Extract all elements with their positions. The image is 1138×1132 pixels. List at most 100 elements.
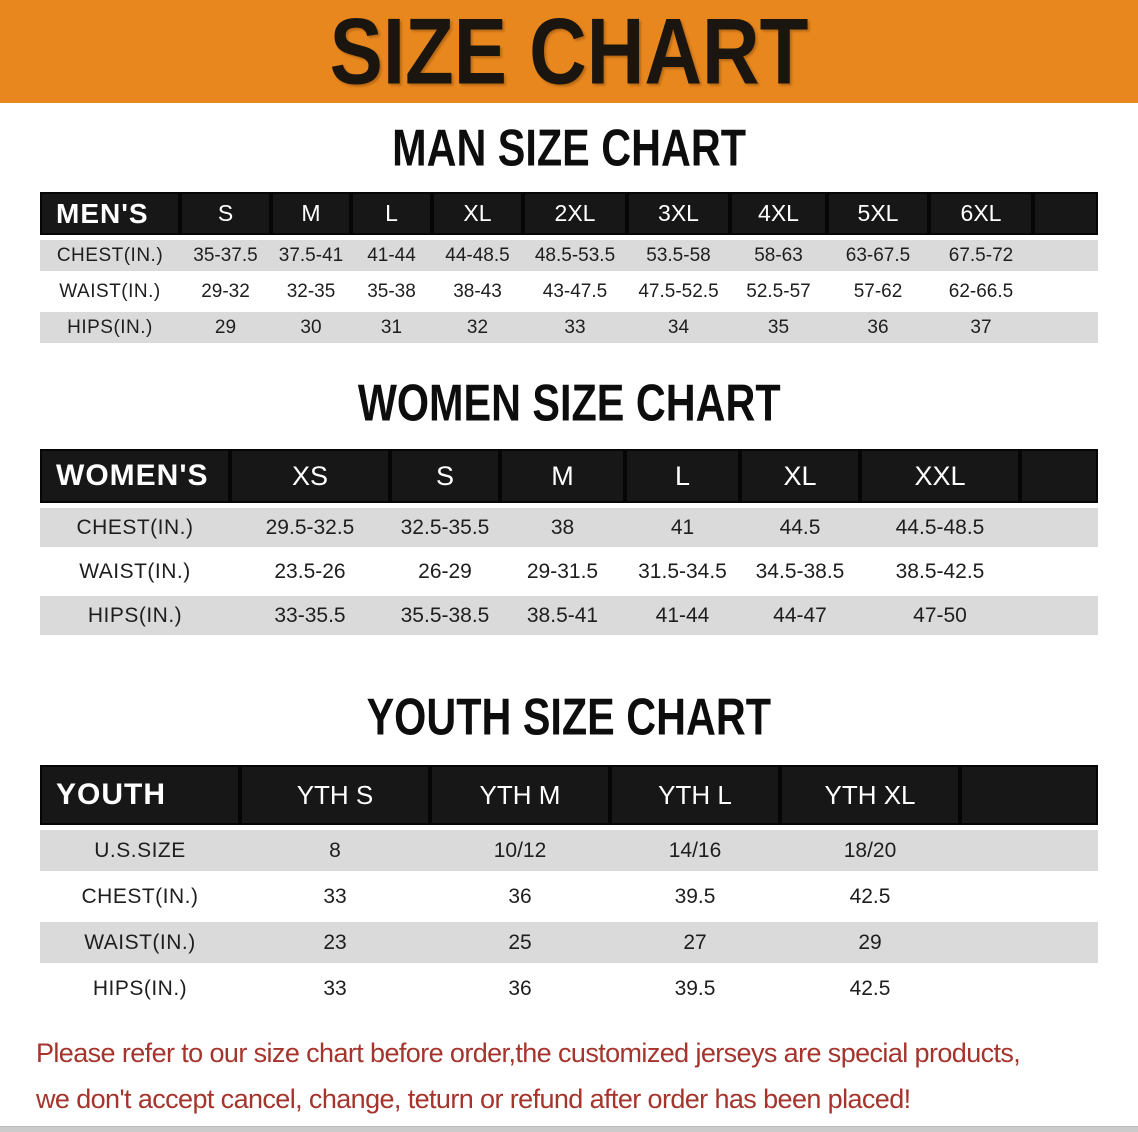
- size-column-header: 5XL: [827, 192, 929, 235]
- bottom-divider: [0, 1126, 1138, 1132]
- data-cell: 35.5-38.5: [390, 596, 500, 635]
- data-cell: 34: [627, 312, 730, 343]
- size-column-header: XL: [432, 192, 523, 235]
- data-cell: 44-47: [740, 596, 860, 635]
- row-filler: [1033, 312, 1098, 343]
- table-row: WAIST(IN.) 23 25 27 29: [40, 922, 1098, 963]
- women-size-chart-section: WOMEN SIZE CHART WOMEN'S XS S M L XL XXL CHEST(…: [0, 375, 1138, 640]
- data-cell: 57-62: [827, 276, 929, 307]
- size-column-header: XL: [740, 449, 860, 503]
- size-column-header: L: [625, 449, 740, 503]
- data-cell: 38-43: [432, 276, 523, 307]
- data-cell: 38.5-41: [500, 596, 625, 635]
- footer-disclaimer-line-1: Please refer to our size chart before or…: [36, 1038, 1021, 1068]
- data-cell: 31.5-34.5: [625, 552, 740, 591]
- data-cell: 42.5: [780, 876, 960, 917]
- size-column-header: 2XL: [523, 192, 627, 235]
- header-row: MEN'S S M L XL 2XL 3XL 4XL 5XL 6XL: [40, 192, 1098, 235]
- data-cell: 35-37.5: [180, 240, 271, 271]
- data-cell: 37.5-41: [271, 240, 351, 271]
- data-cell: 38.5-42.5: [860, 552, 1020, 591]
- footer-disclaimer-line-2: we don't accept cancel, change, teturn o…: [36, 1084, 911, 1114]
- data-cell: 35: [730, 312, 827, 343]
- row-label: HIPS(IN.): [40, 312, 180, 343]
- data-cell: 47-50: [860, 596, 1020, 635]
- data-cell: 67.5-72: [929, 240, 1033, 271]
- row-label: WAIST(IN.): [40, 276, 180, 307]
- data-cell: 27: [610, 922, 780, 963]
- table-row: WAIST(IN.) 23.5-26 26-29 29-31.5 31.5-34.5 34…: [40, 552, 1098, 591]
- table-row: CHEST(IN.) 29.5-32.5 32.5-35.5 38 41 44.5 44.5…: [40, 508, 1098, 547]
- data-cell: 44-48.5: [432, 240, 523, 271]
- row-filler: [960, 922, 1098, 963]
- header-filler: [960, 765, 1098, 825]
- data-cell: 43-47.5: [523, 276, 627, 307]
- row-label: U.S.SIZE: [40, 830, 240, 871]
- data-cell: 33: [240, 968, 430, 1009]
- size-column-header: YTH L: [610, 765, 780, 825]
- data-cell: 29: [180, 312, 271, 343]
- row-filler: [960, 876, 1098, 917]
- data-cell: 36: [430, 968, 610, 1009]
- size-column-header: 6XL: [929, 192, 1033, 235]
- youth-size-table: YOUTH YTH S YTH M YTH L YTH XL U.S.SIZE 8 10/12…: [40, 760, 1098, 1014]
- size-column-header: M: [500, 449, 625, 503]
- data-cell: 39.5: [610, 876, 780, 917]
- table-corner-label: WOMEN'S: [40, 449, 230, 503]
- data-cell: 36: [827, 312, 929, 343]
- data-cell: 23: [240, 922, 430, 963]
- row-filler: [960, 830, 1098, 871]
- section-heading-man: MAN SIZE CHART: [0, 118, 1138, 177]
- data-cell: 53.5-58: [627, 240, 730, 271]
- section-heading-women: WOMEN SIZE CHART: [0, 375, 1138, 430]
- data-cell: 23.5-26: [230, 552, 390, 591]
- data-cell: 18/20: [780, 830, 960, 871]
- row-label: CHEST(IN.): [40, 240, 180, 271]
- data-cell: 47.5-52.5: [627, 276, 730, 307]
- data-cell: 32: [432, 312, 523, 343]
- table-row: CHEST(IN.) 33 36 39.5 42.5: [40, 876, 1098, 917]
- data-cell: 42.5: [780, 968, 960, 1009]
- header-row: WOMEN'S XS S M L XL XXL: [40, 449, 1098, 503]
- data-cell: 14/16: [610, 830, 780, 871]
- row-filler: [1033, 240, 1098, 271]
- data-cell: 62-66.5: [929, 276, 1033, 307]
- banner-title: SIZE CHART: [329, 0, 809, 104]
- row-filler: [1020, 596, 1098, 635]
- row-filler: [960, 968, 1098, 1009]
- data-cell: 29-32: [180, 276, 271, 307]
- data-cell: 29-31.5: [500, 552, 625, 591]
- data-cell: 44.5-48.5: [860, 508, 1020, 547]
- header-filler: [1033, 192, 1098, 235]
- table-corner-label: YOUTH: [40, 765, 240, 825]
- data-cell: 30: [271, 312, 351, 343]
- table-row: CHEST(IN.) 35-37.5 37.5-41 41-44 44-48.5 48.5…: [40, 240, 1098, 271]
- data-cell: 39.5: [610, 968, 780, 1009]
- data-cell: 8: [240, 830, 430, 871]
- data-cell: 37: [929, 312, 1033, 343]
- table-row: HIPS(IN.) 33-35.5 35.5-38.5 38.5-41 41-44 44-…: [40, 596, 1098, 635]
- data-cell: 52.5-57: [730, 276, 827, 307]
- size-column-header: YTH M: [430, 765, 610, 825]
- youth-size-chart-section: YOUTH SIZE CHART YOUTH YTH S YTH M YTH L YTH…: [0, 689, 1138, 1014]
- man-size-chart-section: MAN SIZE CHART MEN'S S M L XL 2XL 3XL 4XL 5XL 6XL…: [0, 118, 1138, 348]
- size-chart-banner: SIZE CHART: [0, 0, 1138, 104]
- row-label: CHEST(IN.): [40, 508, 230, 547]
- size-column-header: YTH XL: [780, 765, 960, 825]
- table-row: U.S.SIZE 8 10/12 14/16 18/20: [40, 830, 1098, 871]
- size-column-header: XS: [230, 449, 390, 503]
- data-cell: 25: [430, 922, 610, 963]
- row-label: HIPS(IN.): [40, 968, 240, 1009]
- data-cell: 58-63: [730, 240, 827, 271]
- womens-size-table: WOMEN'S XS S M L XL XXL CHEST(IN.) 29.5-32.5 32.5…: [40, 444, 1098, 640]
- data-cell: 29: [780, 922, 960, 963]
- size-column-header: S: [180, 192, 271, 235]
- section-heading-man-text: MAN SIZE CHART: [392, 118, 746, 177]
- size-column-header: 3XL: [627, 192, 730, 235]
- size-column-header: M: [271, 192, 351, 235]
- row-label: HIPS(IN.): [40, 596, 230, 635]
- data-cell: 35-38: [351, 276, 432, 307]
- row-label: WAIST(IN.): [40, 922, 240, 963]
- size-column-header: XXL: [860, 449, 1020, 503]
- data-cell: 38: [500, 508, 625, 547]
